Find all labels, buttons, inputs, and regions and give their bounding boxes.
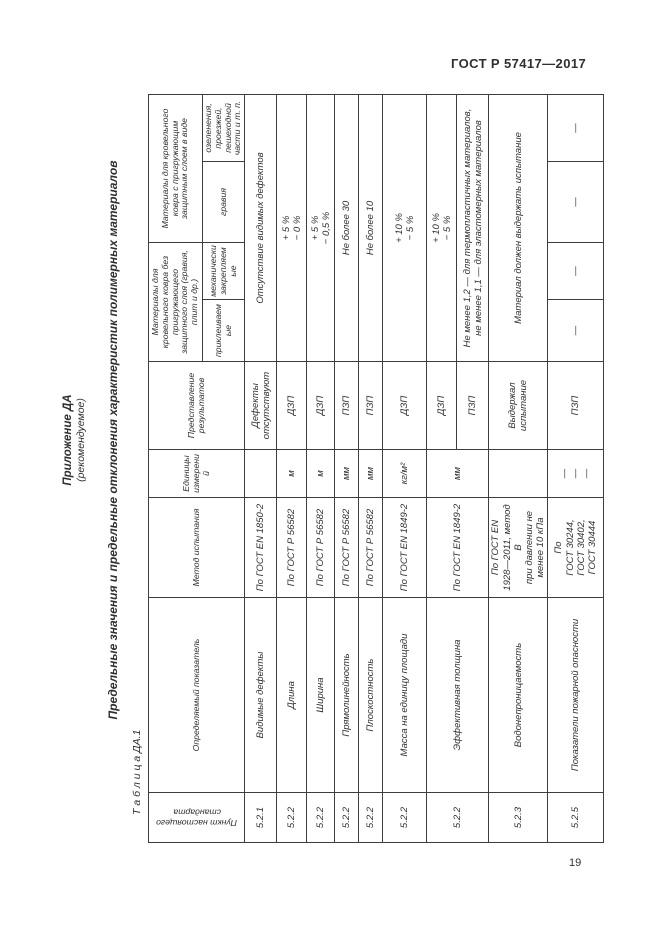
- cell-indicator: Плоскостность: [358, 597, 383, 793]
- cell-value-merged: + 10 % − 5 %: [426, 94, 457, 362]
- cell-value-merged: Не менее 1,2 — для термопластичных матер…: [456, 94, 489, 362]
- cell-method: По ГОСТ EN 1928—2011, метод В при давлен…: [488, 497, 548, 598]
- header-gravel: гравия: [202, 161, 245, 243]
- header-greening: озеленения, проезжей, пешеходной части и…: [202, 94, 245, 162]
- cell-dash: —: [547, 161, 604, 243]
- characteristics-table: Пункт настоящего стандарта Определяемый …: [148, 94, 604, 843]
- cell-method: По ГОСТ Р 56582: [358, 497, 383, 598]
- cell-value-merged: Отсутствие видимых дефектов: [244, 94, 277, 362]
- rotated-landscape-sheet: Приложение ДА (рекомендуемое) Предельные…: [40, 94, 640, 885]
- table-row: 5.2.3 Водонепроницаемость По ГОСТ EN 192…: [488, 94, 548, 843]
- header-row-main: Пункт настоящего стандарта Определяемый …: [148, 94, 245, 843]
- cell-unit: кг/м²: [382, 449, 427, 498]
- cell-result: ПЗП: [334, 361, 359, 450]
- header-mat-no-ballast: Материалы для кровельного ковра без приг…: [148, 242, 203, 362]
- cell-unit: мм: [426, 449, 489, 498]
- cell-result: ПЗП: [456, 361, 489, 450]
- cell-value-merged: + 10 % − 5 %: [382, 94, 427, 362]
- section-title: Предельные значения и предельные отклоне…: [106, 160, 120, 720]
- cell-indicator: Ширина: [306, 597, 335, 793]
- cell-dash: —: [547, 94, 604, 162]
- cell-clause: 5.2.2: [276, 792, 307, 843]
- table-row: 5.2.2 Прямолинейность По ГОСТ Р 56582 мм…: [334, 94, 359, 843]
- cell-method: По ГОСТ Р 56582: [276, 497, 307, 598]
- cell-value-merged: Материал должен выдержать испытание: [488, 94, 548, 362]
- cell-indicator: Эффективная толщина: [426, 597, 489, 793]
- cell-clause: 5.2.3: [488, 792, 548, 843]
- cell-value-merged: Не более 10: [358, 94, 383, 362]
- cell-indicator: Показатели пожарной опасности: [547, 597, 604, 793]
- cell-method: По ГОСТ Р 56582: [306, 497, 335, 598]
- header-mechanical: механически закрепляемые: [202, 242, 245, 300]
- cell-dash: —: [547, 299, 604, 362]
- cell-unit: [244, 449, 277, 498]
- cell-unit: мм: [358, 449, 383, 498]
- doc-code-header: ГОСТ Р 57417—2017: [451, 56, 587, 71]
- cell-value-merged: + 5 % − 0 %: [276, 94, 307, 362]
- cell-clause: 5.2.2: [382, 792, 427, 843]
- header-result: Представление результатов: [148, 361, 245, 450]
- cell-clause: 5.2.1: [244, 792, 277, 843]
- cell-clause: 5.2.5: [547, 792, 604, 843]
- table-label: Т а б л и ц а ДА.1: [131, 729, 143, 815]
- header-mat-ballast: Материалы для кровельного ковра с пригру…: [148, 94, 203, 243]
- appendix-heading: Приложение ДА (рекомендуемое): [62, 95, 87, 785]
- cell-result: Выдержал испытание: [488, 361, 548, 450]
- cell-result: ДЗП: [426, 361, 457, 450]
- cell-unit: [488, 449, 548, 498]
- table-row: 5.2.2 Длина По ГОСТ Р 56582 м ДЗП + 5 % …: [276, 94, 307, 843]
- header-method: Метод испытания: [148, 497, 245, 598]
- cell-result: ДЗП: [276, 361, 307, 450]
- cell-method: По ГОСТ EN 1850-2: [244, 497, 277, 598]
- cell-result: ДЗП: [306, 361, 335, 450]
- cell-method: По ГОСТ EN 1849-2: [382, 497, 427, 598]
- header-units: Единицы измерений: [148, 449, 245, 498]
- cell-clause: 5.2.2: [334, 792, 359, 843]
- cell-indicator: Водонепроницаемость: [488, 597, 548, 793]
- cell-unit: — — —: [547, 449, 604, 498]
- cell-method: По ГОСТ EN 1849-2: [426, 497, 489, 598]
- cell-method: По ГОСТ 30244, ГОСТ 30402, ГОСТ 30444: [547, 497, 604, 598]
- cell-indicator: Прямолинейность: [334, 597, 359, 793]
- cell-result: Дефекты отсутствуют: [244, 361, 277, 450]
- cell-indicator: Видимые дефекты: [244, 597, 277, 793]
- cell-value-merged: Не более 30: [334, 94, 359, 362]
- cell-dash: —: [547, 242, 604, 300]
- appendix-note: (рекомендуемое): [75, 398, 87, 482]
- table-row: 5.2.1 Видимые дефекты По ГОСТ EN 1850-2 …: [244, 94, 277, 843]
- header-glued: приклеиваемые: [202, 299, 245, 362]
- cell-unit: м: [276, 449, 307, 498]
- cell-result: ПЗП: [358, 361, 383, 450]
- cell-unit: м: [306, 449, 335, 498]
- cell-indicator: Длина: [276, 597, 307, 793]
- page-number: 19: [569, 857, 582, 869]
- cell-value-merged: + 5 % − 0,5 %: [306, 94, 335, 362]
- table-row: 5.2.2 Масса на единицу площади По ГОСТ E…: [382, 94, 427, 843]
- cell-method: По ГОСТ Р 56582: [334, 497, 359, 598]
- cell-clause: 5.2.2: [306, 792, 335, 843]
- cell-clause: 5.2.2: [426, 792, 489, 843]
- header-clause-vertical-text: Пункт настоящего стандарта: [156, 807, 238, 828]
- cell-result: ПЗП: [547, 361, 604, 450]
- table-row: 5.2.2 Эффективная толщина По ГОСТ EN 184…: [426, 94, 489, 843]
- table-row: 5.2.2 Ширина По ГОСТ Р 56582 м ДЗП + 5 %…: [306, 94, 335, 843]
- cell-result: ДЗП: [382, 361, 427, 450]
- cell-clause: 5.2.2: [358, 792, 383, 843]
- table-row: 5.2.5 Показатели пожарной опасности По Г…: [547, 94, 604, 843]
- appendix-label: Приложение ДА: [62, 394, 74, 486]
- header-clause: Пункт настоящего стандарта: [148, 792, 245, 843]
- table-row: 5.2.2 Плоскостность По ГОСТ Р 56582 мм П…: [358, 94, 383, 843]
- cell-unit: мм: [334, 449, 359, 498]
- header-indicator: Определяемый показатель: [148, 597, 245, 793]
- cell-indicator: Масса на единицу площади: [382, 597, 427, 793]
